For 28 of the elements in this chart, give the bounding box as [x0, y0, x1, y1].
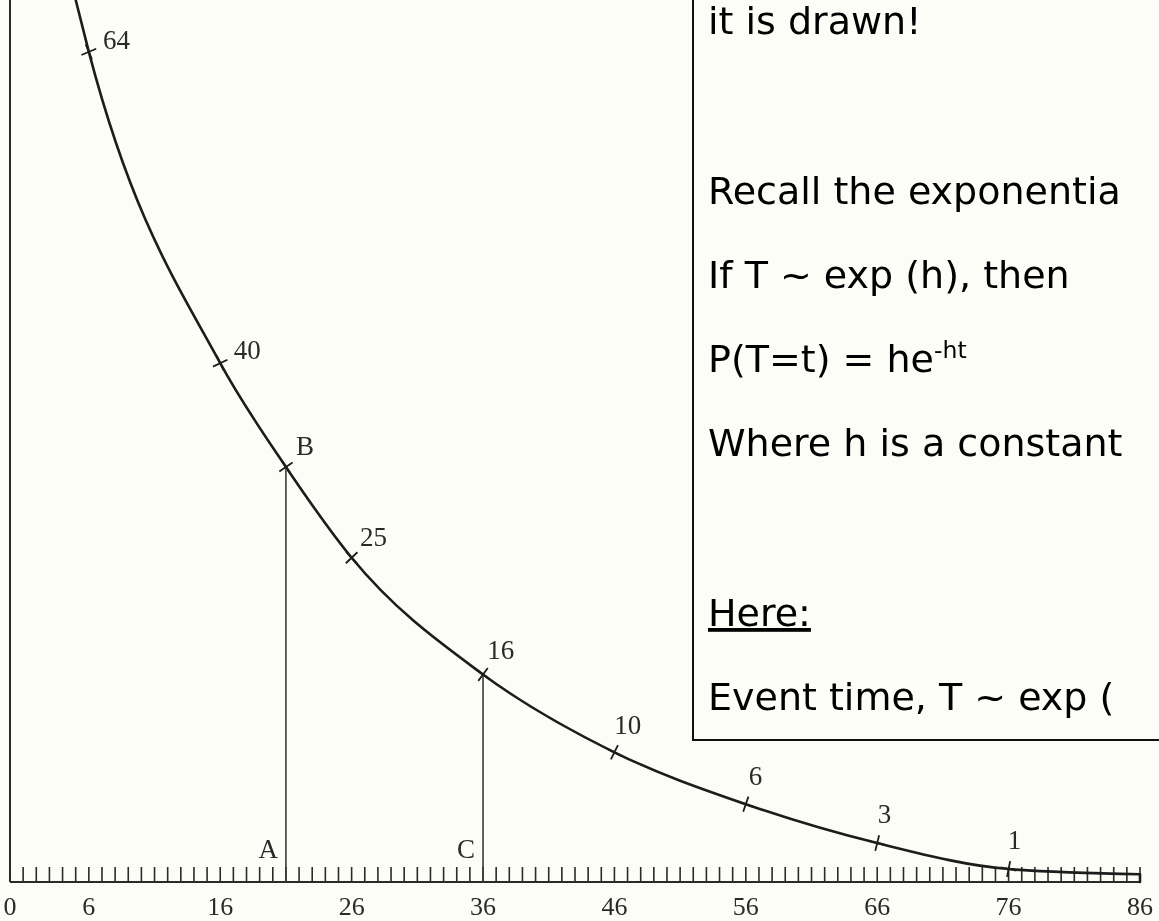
x-tick-label: 56	[732, 892, 759, 921]
x-tick-label: 36	[470, 892, 497, 921]
annotation: B	[295, 430, 314, 461]
x-tick-label: 0	[3, 892, 17, 921]
data-label: 1	[1007, 824, 1022, 855]
data-label: 16	[487, 635, 515, 666]
data-label: 64	[102, 25, 131, 56]
x-tick-label: 46	[601, 892, 628, 921]
data-label: 6	[748, 760, 763, 791]
annotation: Where h is a constant	[708, 421, 1123, 465]
data-label: 40	[233, 335, 261, 366]
annotation: Here:	[708, 591, 811, 635]
annotation: Event time, T ~ exp (	[708, 675, 1115, 719]
data-label: 10	[614, 710, 642, 741]
data-label: 3	[877, 798, 892, 829]
x-tick-label: 16	[207, 892, 234, 921]
x-tick-label: 86	[1127, 892, 1153, 921]
data-label: 25	[359, 522, 387, 553]
annotation: Recall the exponentia	[708, 169, 1121, 213]
x-tick-label: 66	[864, 892, 891, 921]
annotation: it is drawn!	[708, 0, 922, 43]
x-tick-label: 76	[995, 892, 1022, 921]
x-tick-label: 26	[338, 892, 365, 921]
annotation: P(T=t) = he$^{-ht}$	[708, 336, 967, 381]
series-label: A	[258, 834, 279, 864]
series-label: C	[457, 834, 476, 864]
x-tick-label: 6	[82, 892, 96, 921]
annotation: If T ~ exp (h), then	[708, 253, 1070, 297]
